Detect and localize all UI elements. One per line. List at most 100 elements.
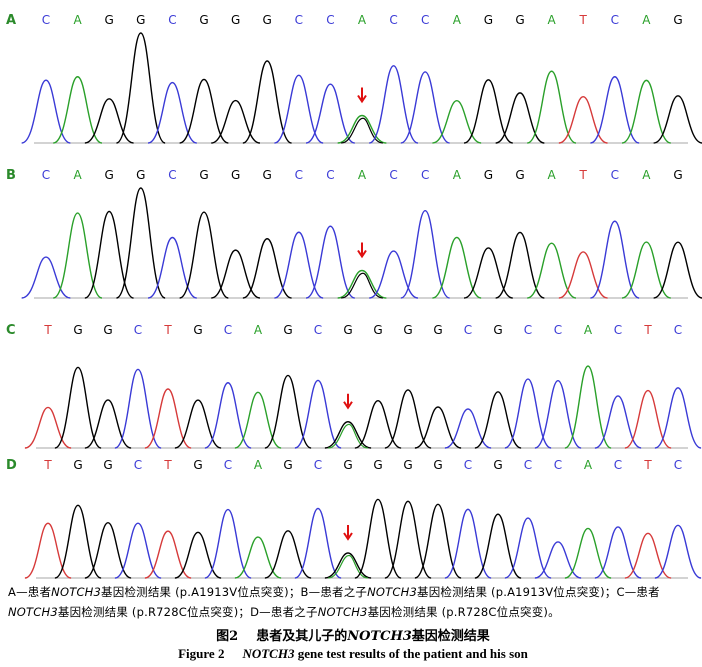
mutation-arrow-head: [343, 532, 353, 541]
base-call-T: T: [43, 458, 52, 472]
peak-C: [534, 379, 582, 449]
peak-C: [294, 379, 342, 449]
peak-G: [242, 238, 292, 299]
peak-T: [144, 530, 192, 579]
peak-G: [54, 366, 102, 449]
panel-label: B: [6, 168, 16, 183]
base-call-G: G: [199, 13, 208, 27]
peak-A: [234, 536, 282, 579]
base-call-T: T: [43, 323, 52, 337]
peak-A: [564, 365, 612, 449]
base-call-G: G: [199, 168, 208, 182]
chromatogram-figure: A C A G G C G G G C C A C C A G G A T C A G B C A G G C G G G C C A C C A G G A…: [6, 13, 702, 579]
base-call-C: C: [224, 458, 232, 472]
base-call-G: G: [433, 323, 442, 337]
peak-G: [463, 79, 513, 144]
peak-G: [211, 249, 261, 299]
title-cn-suffix: 基因检测结果: [411, 629, 490, 644]
base-call-C: C: [554, 323, 562, 337]
figure-title-en: Figure 2 NOTCH3 gene test results of the …: [8, 646, 698, 662]
peak-C: [274, 231, 324, 299]
base-call-T: T: [579, 13, 588, 27]
peak-G: [324, 552, 372, 579]
legend-a-prefix: A—患者: [8, 585, 52, 599]
peak-G: [179, 211, 229, 299]
figure-title-cn: 图2 患者及其儿子的NOTCH3基因检测结果: [8, 625, 698, 644]
peak-A: [337, 114, 387, 144]
base-call-C: C: [295, 168, 303, 182]
base-call-G: G: [136, 168, 145, 182]
base-call-T: T: [163, 323, 172, 337]
peak-C: [274, 74, 324, 144]
figure-legend: A—患者NOTCH3基因检测结果 (p.A1913V位点突变)；B—患者之子NO…: [8, 582, 698, 622]
base-call-G: G: [193, 458, 202, 472]
base-call-G: G: [515, 168, 524, 182]
legend-b-text: 基因检测结果 (p.A1913V位点突变)；C—患者: [417, 585, 660, 599]
base-call-C: C: [42, 168, 50, 182]
peak-C: [594, 395, 642, 449]
peak-A: [527, 242, 577, 299]
legend-d-text: 基因检测结果 (p.R728C位点突变)。: [367, 605, 560, 619]
base-call-T: T: [163, 458, 172, 472]
base-call-G: G: [343, 323, 352, 337]
peak-C: [305, 83, 355, 144]
peak-G: [495, 92, 545, 144]
base-call-G: G: [263, 13, 272, 27]
base-call-A: A: [73, 168, 82, 182]
base-call-G: G: [673, 13, 682, 27]
base-call-C: C: [611, 13, 619, 27]
base-call-A: A: [453, 13, 462, 27]
peak-G: [463, 247, 513, 299]
peak-C: [504, 378, 552, 449]
base-call-C: C: [421, 13, 429, 27]
legend-c-text: 基因检测结果 (p.R728C位点突变)；D—患者之子: [57, 605, 318, 619]
base-call-A: A: [642, 13, 651, 27]
peak-G: [354, 399, 402, 449]
secondary-peak: [328, 554, 368, 579]
peak-C: [534, 541, 582, 579]
peak-A: [621, 241, 671, 299]
peak-G: [174, 531, 222, 579]
peak-A: [234, 391, 282, 449]
peak-C: [444, 508, 492, 579]
peak-T: [144, 388, 192, 449]
base-call-G: G: [283, 323, 292, 337]
peak-G: [414, 406, 462, 449]
legend-gene-2: NOTCH3: [367, 585, 417, 599]
base-call-A: A: [73, 13, 82, 27]
peak-C: [147, 81, 197, 144]
mutation-arrow-head: [357, 94, 367, 104]
base-call-C: C: [614, 323, 622, 337]
base-call-A: A: [358, 168, 367, 182]
peak-G: [384, 500, 432, 579]
base-call-G: G: [403, 323, 412, 337]
peak-G: [384, 389, 432, 449]
peak-C: [114, 522, 162, 579]
legend-gene-4: NOTCH3: [317, 605, 368, 619]
legend-gene-1: NOTCH3: [51, 585, 102, 599]
base-call-G: G: [105, 168, 114, 182]
base-call-C: C: [134, 458, 142, 472]
peak-G: [211, 99, 261, 144]
peak-G: [174, 399, 222, 449]
base-call-G: G: [73, 458, 82, 472]
peak-A: [432, 236, 482, 299]
peak-C: [400, 210, 450, 299]
base-call-C: C: [168, 168, 176, 182]
base-call-C: C: [421, 168, 429, 182]
base-call-A: A: [642, 168, 651, 182]
base-call-A: A: [584, 323, 593, 337]
peak-G: [84, 522, 132, 579]
base-call-C: C: [314, 458, 322, 472]
base-call-A: A: [547, 168, 556, 182]
base-call-G: G: [343, 458, 352, 472]
peak-A: [52, 212, 103, 299]
peak-T: [24, 522, 72, 579]
base-call-C: C: [554, 458, 562, 472]
figure-number-cn: 图2: [216, 629, 239, 644]
base-call-G: G: [73, 323, 82, 337]
base-call-C: C: [168, 13, 176, 27]
base-call-C: C: [674, 458, 682, 472]
